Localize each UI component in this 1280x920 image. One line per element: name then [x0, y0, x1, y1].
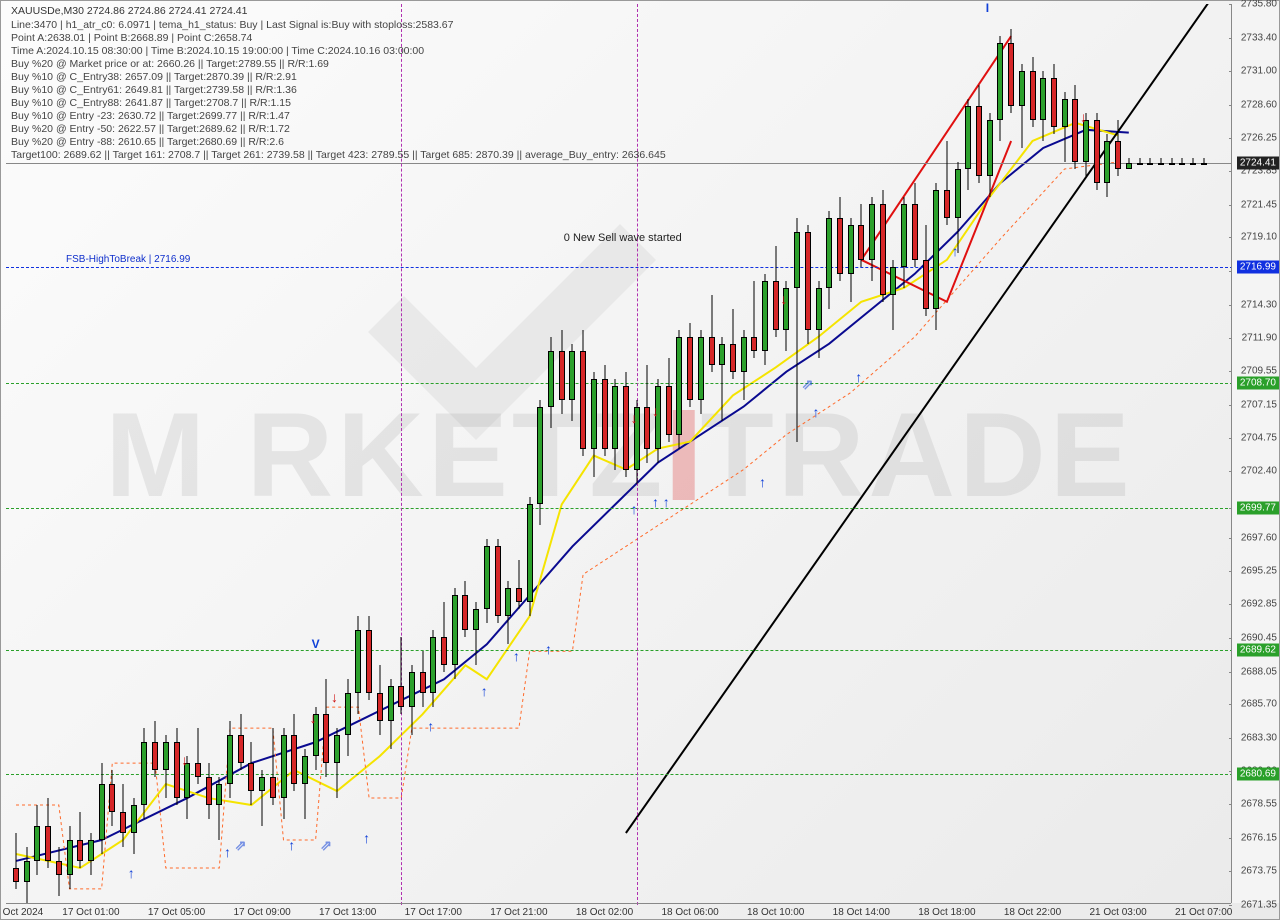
y-tick: 2683.30: [1241, 732, 1277, 743]
hline: [6, 650, 1233, 651]
y-tick: 2676.15: [1241, 832, 1277, 843]
info-line: Buy %20 @ Market price or at: 2660.26 ||…: [11, 58, 666, 71]
y-tick: 2688.05: [1241, 666, 1277, 677]
arrow-up: ↑: [363, 830, 370, 846]
v-marker: V: [312, 637, 320, 651]
price-tag: 2699.77: [1237, 501, 1279, 514]
y-tick: 2707.15: [1241, 399, 1277, 410]
hline: [6, 163, 1233, 164]
arrow-up: ↑: [128, 865, 135, 881]
symbol-line: XAUUSDe,M30 2724.86 2724.86 2724.41 2724…: [11, 5, 666, 18]
hline-label: FSB-HighToBreak | 2716.99: [66, 254, 190, 265]
arrow-up: ↑: [545, 641, 552, 657]
price-tag: 2680.69: [1237, 768, 1279, 781]
info-line: Time A:2024.10.15 08:30:00 | Time B:2024…: [11, 45, 666, 58]
x-tick: 18 Oct 02:00: [576, 907, 633, 918]
arrow-open-up: ⇗: [320, 837, 332, 854]
arrow-open-up: ⇗: [235, 837, 247, 854]
arrow-up: ↑: [759, 474, 766, 490]
info-line: Buy %20 @ Entry -50: 2622.57 || Target:2…: [11, 123, 666, 136]
x-tick: 16 Oct 2024: [0, 907, 43, 918]
y-tick: 2695.25: [1241, 565, 1277, 576]
y-tick: 2728.60: [1241, 99, 1277, 110]
info-line: Point A:2638.01 | Point B:2668.89 | Poin…: [11, 32, 666, 45]
y-tick: 2733.40: [1241, 32, 1277, 43]
y-tick: 2711.90: [1242, 333, 1277, 344]
y-tick: 2731.00: [1241, 66, 1277, 77]
watermark: M RKETZ TRADE: [105, 386, 1134, 524]
x-tick: 18 Oct 10:00: [747, 907, 804, 918]
arrow-up: ↑: [481, 683, 488, 699]
y-tick: 2719.10: [1241, 232, 1277, 243]
x-tick: 17 Oct 05:00: [148, 907, 205, 918]
info-block: XAUUSDe,M30 2724.86 2724.86 2724.41 2724…: [11, 5, 666, 162]
arrow-dn: ↓: [331, 689, 338, 705]
info-line: Line:3470 | h1_atr_c0: 6.0971 | tema_h1_…: [11, 19, 666, 32]
arrow-up: ↑: [652, 494, 659, 510]
y-tick: 2714.30: [1241, 299, 1277, 310]
arrow-open-up: ⇗: [802, 376, 814, 393]
x-tick: 17 Oct 17:00: [405, 907, 462, 918]
arrow-up: ↑: [631, 501, 638, 517]
hline: [6, 267, 1233, 268]
arrow-up: ↑: [427, 718, 434, 734]
x-tick: 21 Oct 07:00: [1175, 907, 1232, 918]
chart-container: M RKETZ TRADE FSB-HighToBreak | 2716.99 0…: [0, 0, 1280, 920]
x-tick: 17 Oct 01:00: [62, 907, 119, 918]
x-tick: 17 Oct 09:00: [233, 907, 290, 918]
arrow-up: ↑: [813, 404, 820, 420]
arrow-up: ↑: [224, 844, 231, 860]
info-line: Buy %10 @ C_Entry88: 2641.87 || Target:2…: [11, 97, 666, 110]
price-tag: 2724.41: [1237, 157, 1279, 170]
y-tick: 2704.75: [1241, 433, 1277, 444]
info-line: Buy %10 @ C_Entry61: 2649.81 || Target:2…: [11, 84, 666, 97]
y-tick: 2673.75: [1241, 866, 1277, 877]
annotation-text: 0 New Sell wave started: [564, 232, 682, 244]
x-tick: 18 Oct 06:00: [661, 907, 718, 918]
price-tag: 2716.99: [1237, 260, 1279, 273]
y-tick: 2690.45: [1241, 632, 1277, 643]
x-tick: 18 Oct 22:00: [1004, 907, 1061, 918]
x-axis: 16 Oct 202417 Oct 01:0017 Oct 05:0017 Oc…: [6, 903, 1231, 919]
info-line: Target100: 2689.62 || Target 161: 2708.7…: [11, 149, 666, 162]
watermark-right: TRADE: [700, 386, 1133, 524]
y-tick: 2726.25: [1241, 132, 1277, 143]
price-tag: 2689.62: [1237, 643, 1279, 656]
x-tick: 21 Oct 03:00: [1089, 907, 1146, 918]
y-tick: 2697.60: [1241, 533, 1277, 544]
x-tick: 18 Oct 14:00: [833, 907, 890, 918]
y-tick: 2735.80: [1241, 0, 1277, 10]
arrow-up: ↑: [288, 837, 295, 853]
y-tick: 2678.55: [1241, 799, 1277, 810]
y-tick: 2685.70: [1241, 699, 1277, 710]
v-marker: I: [986, 1, 989, 15]
info-line: Buy %10 @ Entry -23: 2630.72 || Target:2…: [11, 110, 666, 123]
arrow-up: ↑: [513, 648, 520, 664]
y-tick: 2721.45: [1241, 199, 1277, 210]
price-tag: 2708.70: [1237, 376, 1279, 389]
arrow-up: ↑: [663, 494, 670, 510]
y-tick: 2671.35: [1241, 900, 1277, 911]
y-tick: 2702.40: [1241, 465, 1277, 476]
info-line: Buy %20 @ Entry -88: 2610.65 || Target:2…: [11, 136, 666, 149]
x-tick: 17 Oct 13:00: [319, 907, 376, 918]
y-tick: 2709.55: [1241, 365, 1277, 376]
y-axis: 2735.802733.402731.002728.602726.252723.…: [1231, 4, 1279, 903]
y-tick: 2692.85: [1241, 599, 1277, 610]
arrow-up: ↑: [855, 369, 862, 385]
info-line: Buy %10 @ C_Entry38: 2657.09 || Target:2…: [11, 71, 666, 84]
hline: [6, 508, 1233, 509]
hline: [6, 383, 1233, 384]
x-tick: 18 Oct 18:00: [918, 907, 975, 918]
x-tick: 17 Oct 21:00: [490, 907, 547, 918]
